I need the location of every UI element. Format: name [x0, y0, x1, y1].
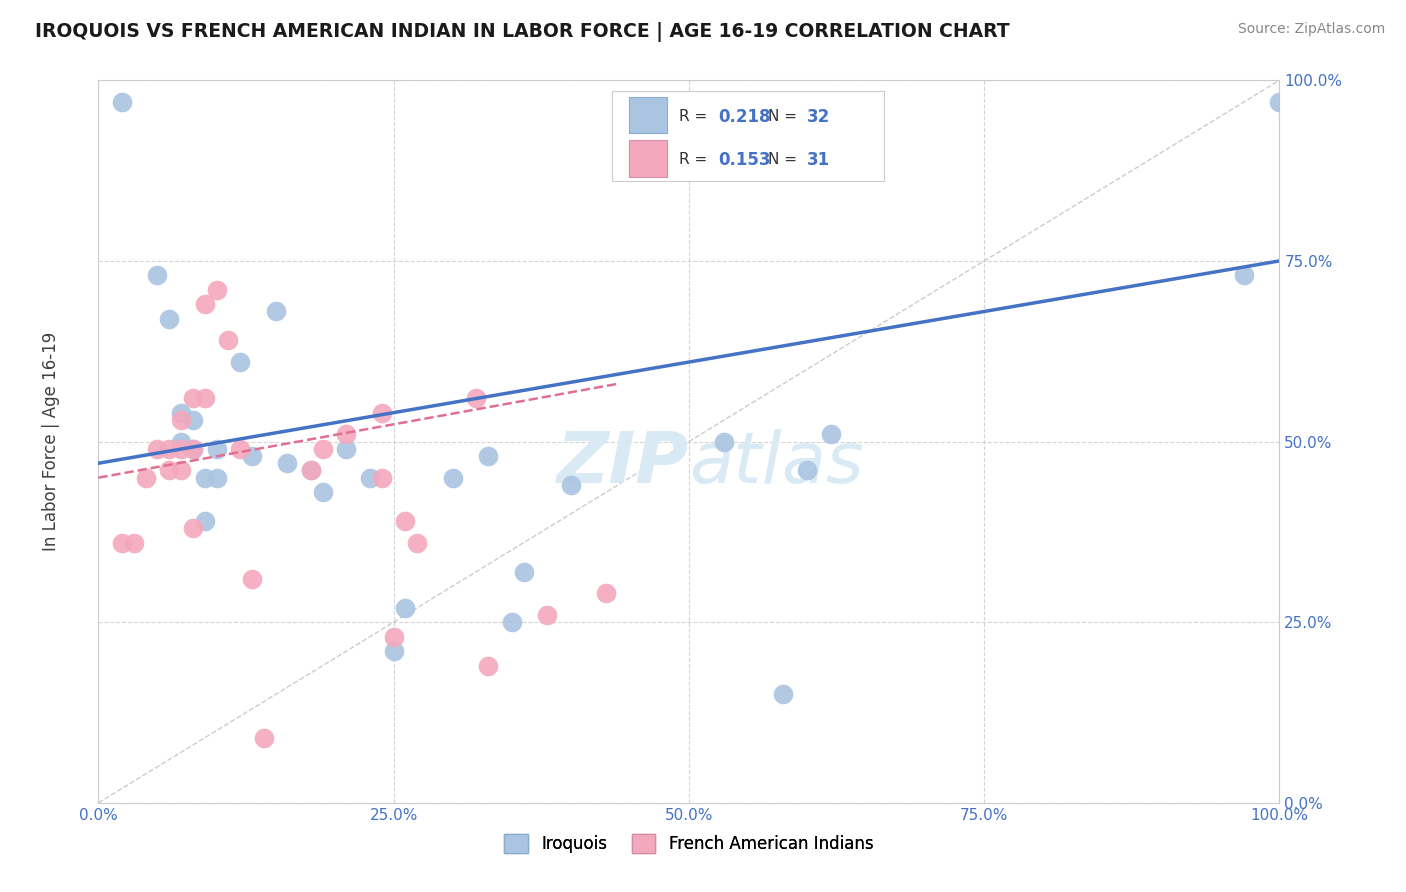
Text: R =: R = [679, 109, 713, 124]
Point [146, 442, 169, 456]
Point [181, 442, 204, 456]
Point [536, 607, 558, 622]
Point [194, 391, 217, 405]
Point [205, 470, 228, 484]
Point [157, 442, 180, 456]
Text: ZIP: ZIP [557, 429, 689, 498]
Point [194, 297, 217, 311]
Point [335, 442, 357, 456]
Point [264, 304, 287, 318]
FancyBboxPatch shape [628, 140, 666, 177]
Point [135, 470, 157, 484]
Point [441, 470, 464, 484]
Point [820, 427, 842, 442]
FancyBboxPatch shape [628, 97, 666, 134]
Point [299, 463, 322, 477]
Point [181, 413, 204, 427]
Point [146, 268, 169, 283]
Point [560, 478, 582, 492]
Text: N =: N = [768, 153, 801, 168]
Point [312, 485, 335, 500]
Point [229, 442, 252, 456]
Legend: Iroquois, French American Indians: Iroquois, French American Indians [498, 827, 880, 860]
Text: atlas: atlas [689, 429, 863, 498]
Point [477, 658, 499, 673]
Point [406, 535, 429, 549]
Point [1268, 95, 1291, 109]
Text: 31: 31 [807, 151, 830, 169]
Point [240, 572, 263, 586]
Point [229, 355, 252, 369]
Text: R =: R = [679, 153, 713, 168]
Point [477, 449, 499, 463]
Point [394, 514, 416, 528]
Point [170, 406, 193, 420]
Point [240, 449, 263, 463]
Point [181, 521, 204, 535]
Text: In Labor Force | Age 16-19: In Labor Force | Age 16-19 [42, 332, 60, 551]
Text: 0.218: 0.218 [718, 108, 770, 126]
Point [1233, 268, 1256, 283]
Text: IROQUOIS VS FRENCH AMERICAN INDIAN IN LABOR FORCE | AGE 16-19 CORRELATION CHART: IROQUOIS VS FRENCH AMERICAN INDIAN IN LA… [35, 22, 1010, 42]
Point [157, 463, 180, 477]
Point [122, 535, 145, 549]
Point [205, 283, 228, 297]
Point [371, 470, 394, 484]
Point [205, 442, 228, 456]
Point [276, 456, 298, 470]
Point [312, 442, 335, 456]
Point [217, 334, 239, 348]
Point [359, 470, 381, 484]
Point [170, 463, 193, 477]
Point [512, 565, 534, 579]
Point [253, 731, 276, 745]
Text: N =: N = [768, 109, 801, 124]
Point [181, 391, 204, 405]
Point [382, 644, 405, 658]
Point [335, 427, 357, 442]
FancyBboxPatch shape [612, 91, 884, 181]
Point [595, 586, 617, 600]
Point [157, 311, 180, 326]
Point [194, 514, 217, 528]
Point [170, 442, 193, 456]
Text: 0.153: 0.153 [718, 151, 770, 169]
Point [111, 535, 134, 549]
Point [170, 413, 193, 427]
Point [371, 406, 394, 420]
Point [713, 434, 735, 449]
Point [194, 470, 217, 484]
Point [111, 95, 134, 109]
Point [772, 687, 794, 701]
Text: Source: ZipAtlas.com: Source: ZipAtlas.com [1237, 22, 1385, 37]
Text: 32: 32 [807, 108, 831, 126]
Point [299, 463, 322, 477]
Point [465, 391, 488, 405]
Point [501, 615, 523, 630]
Point [181, 442, 204, 456]
Point [382, 630, 405, 644]
Point [394, 600, 416, 615]
Point [170, 434, 193, 449]
Point [796, 463, 818, 477]
